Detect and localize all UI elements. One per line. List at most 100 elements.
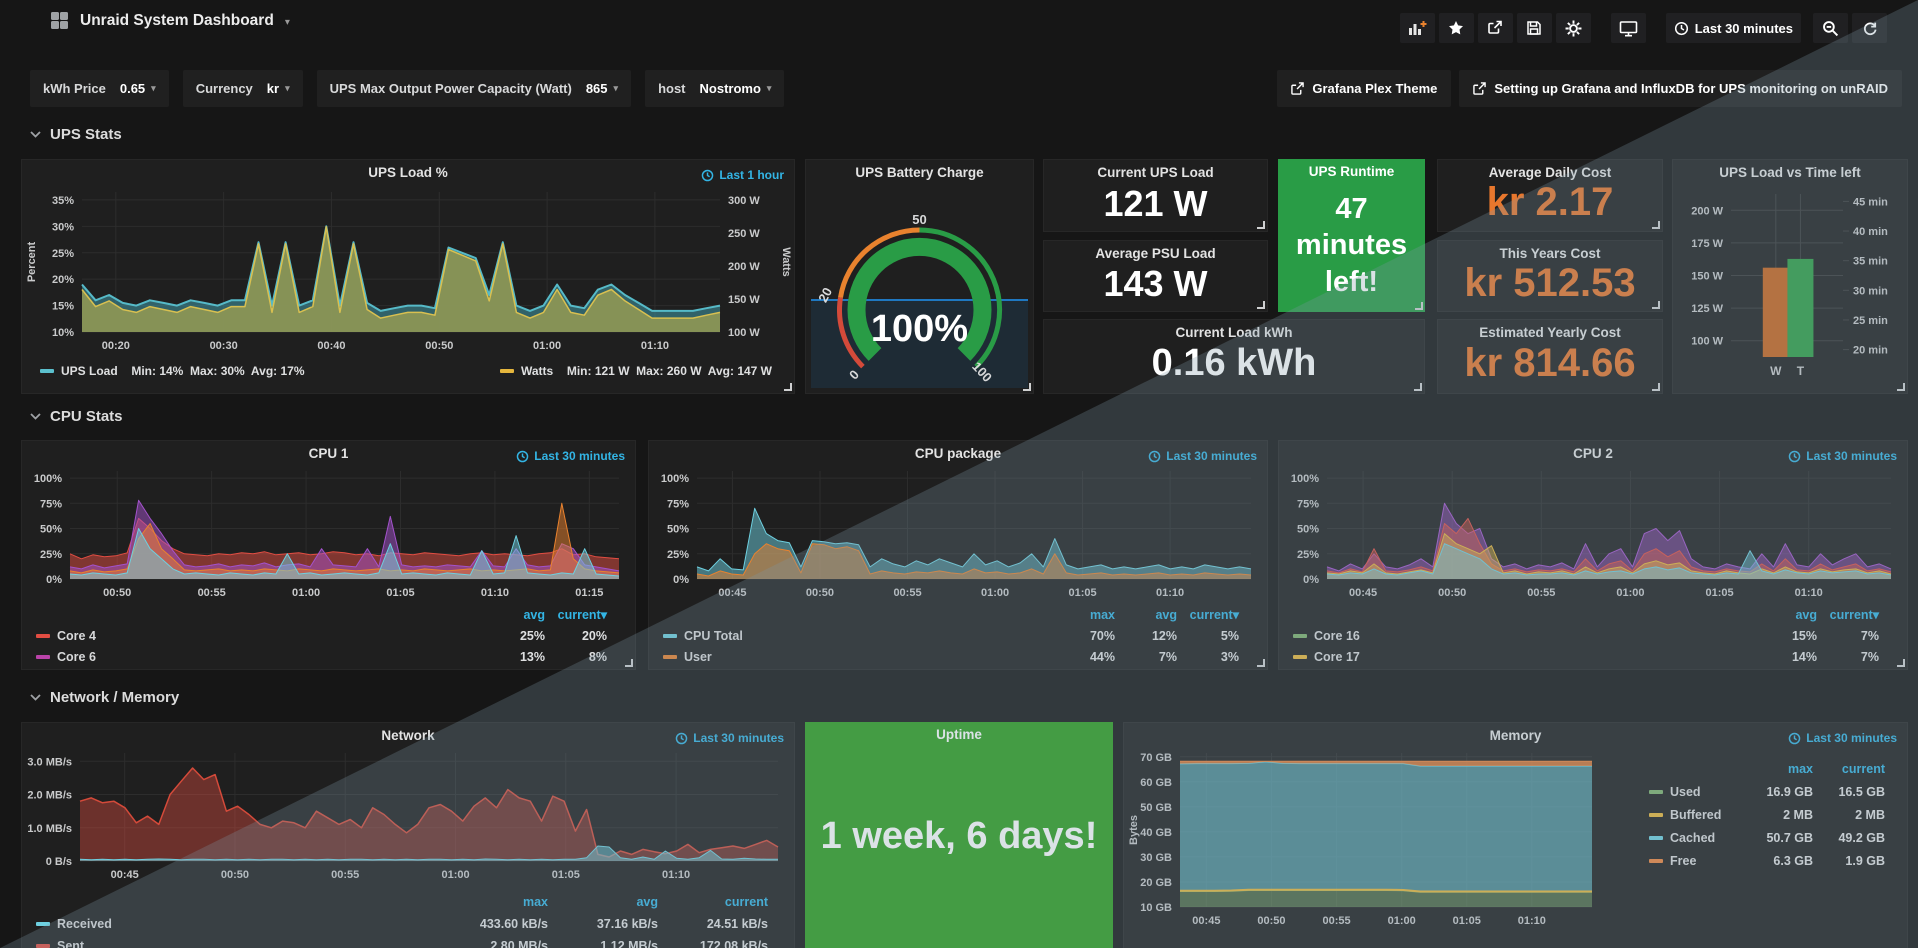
legend-series-used[interactable]: Used (1649, 785, 1741, 799)
resize-handle-icon[interactable] (1414, 383, 1422, 391)
dashboard-title[interactable]: Unraid System Dashboard (80, 11, 274, 29)
resize-handle-icon[interactable] (1897, 659, 1905, 667)
ups-load-chart[interactable]: 10% 15% 20% 25% 30% 35% 100 W 150 W 200 W 250 W 30… (22, 182, 792, 362)
legend-column-avg[interactable]: avg (523, 607, 545, 622)
zoom-out-button[interactable] (1813, 13, 1848, 43)
legend-column-current[interactable]: current▾ (1829, 608, 1879, 622)
panel-title[interactable]: UPS Battery Charge (855, 165, 984, 180)
save-button[interactable] (1516, 13, 1552, 43)
memory-chart[interactable]: 10 GB 20 GB 30 GB 40 GB 50 GB 60 GB 70 GB 00:45… (1124, 745, 1602, 937)
panel-title[interactable]: Network (381, 728, 435, 743)
legend-series-core-4[interactable]: Core 4 (36, 629, 483, 643)
legend-series-cached[interactable]: Cached (1649, 831, 1741, 845)
variable-label: kWh Price (43, 81, 106, 96)
legend-series-core-17[interactable]: Core 17 (1293, 650, 1755, 664)
settings-gear-button[interactable] (1555, 13, 1591, 43)
y-axis-tick-right: 250 W (728, 228, 760, 240)
legend-column-max[interactable]: max (1787, 761, 1813, 776)
resize-handle-icon[interactable] (1897, 383, 1905, 391)
panel-title[interactable]: Average PSU Load (1095, 246, 1216, 261)
star-button[interactable] (1438, 13, 1474, 43)
time-range-picker[interactable]: Last 30 minutes (1665, 13, 1801, 43)
legend-series-user[interactable]: User (663, 650, 1053, 664)
panel-title[interactable]: CPU 1 (308, 446, 349, 461)
variable-currency[interactable]: Currency kr ▾ (182, 70, 303, 107)
legend-column-current[interactable]: current▾ (557, 608, 607, 622)
ups-bar-chart[interactable]: 100 W 125 W 150 W 175 W 200 W 20 min 25 min 30 … (1673, 160, 1907, 393)
panel-title[interactable]: Average Daily Cost (1488, 165, 1612, 180)
variable-value-dropdown[interactable]: kr ▾ (266, 81, 290, 96)
legend-series-ups-load[interactable]: UPS Load Min: 14% Max: 30% Avg: 17% (40, 364, 305, 378)
resize-handle-icon[interactable] (1257, 221, 1265, 229)
network-chart[interactable]: 0 B/s 1.0 MB/s 2.0 MB/s 3.0 MB/s 00:45 00:50 0… (22, 745, 794, 887)
panel-time-badge: Last 30 minutes (675, 731, 784, 745)
section-ups-stats[interactable]: UPS Stats (30, 126, 122, 143)
chevron-down-icon (30, 694, 41, 701)
panel-title[interactable]: UPS Load vs Time left (1719, 165, 1861, 180)
section-cpu-stats[interactable]: CPU Stats (30, 408, 123, 425)
panel-title[interactable]: Uptime (936, 727, 982, 742)
x-axis-tick: 01:00 (1388, 915, 1416, 927)
panel-uptime: Uptime 1 week, 6 days! (805, 722, 1113, 948)
y-axis-tick: 25% (1297, 549, 1319, 561)
legend-column-max[interactable]: max (1089, 607, 1115, 622)
variable-value-dropdown[interactable]: Nostromo ▾ (699, 81, 772, 96)
x-axis-tick: 00:55 (1527, 587, 1555, 599)
link-ups-monitoring-guide[interactable]: Setting up Grafana and InfluxDB for UPS … (1459, 70, 1902, 107)
variable-value-dropdown[interactable]: 865 ▾ (585, 81, 619, 96)
legend-series-cpu-total[interactable]: CPU Total (663, 629, 1053, 643)
panel-title[interactable]: Estimated Yearly Cost (1479, 325, 1621, 340)
add-panel-button[interactable] (1399, 13, 1435, 43)
legend-column-current[interactable]: current (1841, 761, 1885, 776)
gauge-tick: 50 (912, 212, 926, 227)
resize-handle-icon[interactable] (1652, 301, 1660, 309)
legend-column-current[interactable]: current▾ (1189, 608, 1239, 622)
variable-value-dropdown[interactable]: 0.65 ▾ (119, 81, 156, 96)
variable-kwh-price[interactable]: kWh Price 0.65 ▾ (30, 70, 169, 107)
resize-handle-icon[interactable] (1415, 302, 1423, 310)
battery-gauge-chart[interactable]: 0 20 50 100 100% (806, 160, 1033, 393)
section-network-memory[interactable]: Network / Memory (30, 689, 179, 706)
panel-title[interactable]: Current Load kWh (1175, 325, 1293, 340)
tv-mode-button[interactable] (1610, 13, 1646, 43)
panel-title[interactable]: UPS Runtime (1308, 164, 1395, 179)
dashboard-grid-icon[interactable] (50, 11, 69, 30)
resize-handle-icon[interactable] (784, 383, 792, 391)
resize-handle-icon[interactable] (625, 659, 633, 667)
legend-series-free[interactable]: Free (1649, 854, 1741, 868)
legend-column-avg[interactable]: avg (1795, 607, 1817, 622)
resize-handle-icon[interactable] (1652, 383, 1660, 391)
refresh-button[interactable] (1852, 13, 1887, 43)
legend-series-core-16[interactable]: Core 16 (1293, 629, 1755, 643)
panel-title[interactable]: This Years Cost (1499, 246, 1601, 261)
variable-ups-max-output-power-capacity-watt-[interactable]: UPS Max Output Power Capacity (Watt) 865 ▾ (316, 70, 632, 107)
legend-series-received[interactable]: Received (36, 917, 438, 931)
variable-host[interactable]: host Nostromo ▾ (645, 70, 785, 107)
cpu2-chart[interactable]: 0% 25% 50% 75% 100% 00:45 00:50 00:55 01:00 01:05… (1279, 463, 1907, 605)
panel-title[interactable]: Memory (1489, 728, 1542, 743)
resize-handle-icon[interactable] (1257, 659, 1265, 667)
legend-column-avg[interactable]: avg (1155, 607, 1177, 622)
x-axis-tick: 00:30 (210, 340, 238, 352)
cpu-package-chart[interactable]: 0% 25% 50% 75% 100% 00:45 00:50 00:55 01:00 01:05… (649, 463, 1267, 605)
legend-series-core-6[interactable]: Core 6 (36, 650, 483, 664)
panel-title[interactable]: CPU 2 (1573, 446, 1613, 461)
cpu1-chart[interactable]: 0% 25% 50% 75% 100% 00:50 00:55 01:00 01:05 01:10… (22, 463, 635, 605)
legend-series-watts[interactable]: Watts Min: 121 W Max: 260 W Avg: 147 W (499, 364, 772, 378)
resize-handle-icon[interactable] (1652, 221, 1660, 229)
series-color-icon (663, 654, 677, 659)
resize-handle-icon[interactable] (1023, 383, 1031, 391)
legend-series-buffered[interactable]: Buffered (1649, 808, 1741, 822)
resize-handle-icon[interactable] (1257, 301, 1265, 309)
x-axis-tick: 00:55 (893, 587, 921, 599)
legend-series-sent[interactable]: Sent (36, 939, 438, 948)
legend-column-max[interactable]: max (522, 895, 548, 909)
share-button[interactable] (1477, 13, 1513, 43)
panel-title[interactable]: Current UPS Load (1097, 165, 1214, 180)
legend-column-current[interactable]: current (724, 895, 768, 909)
panel-title[interactable]: UPS Load % (368, 165, 448, 180)
legend-column-avg[interactable]: avg (636, 895, 658, 909)
link-grafana-plex-theme[interactable]: Grafana Plex Theme (1277, 70, 1452, 107)
navbar: Unraid System Dashboard ▾ (0, 0, 1918, 48)
panel-title[interactable]: CPU package (914, 446, 1002, 461)
